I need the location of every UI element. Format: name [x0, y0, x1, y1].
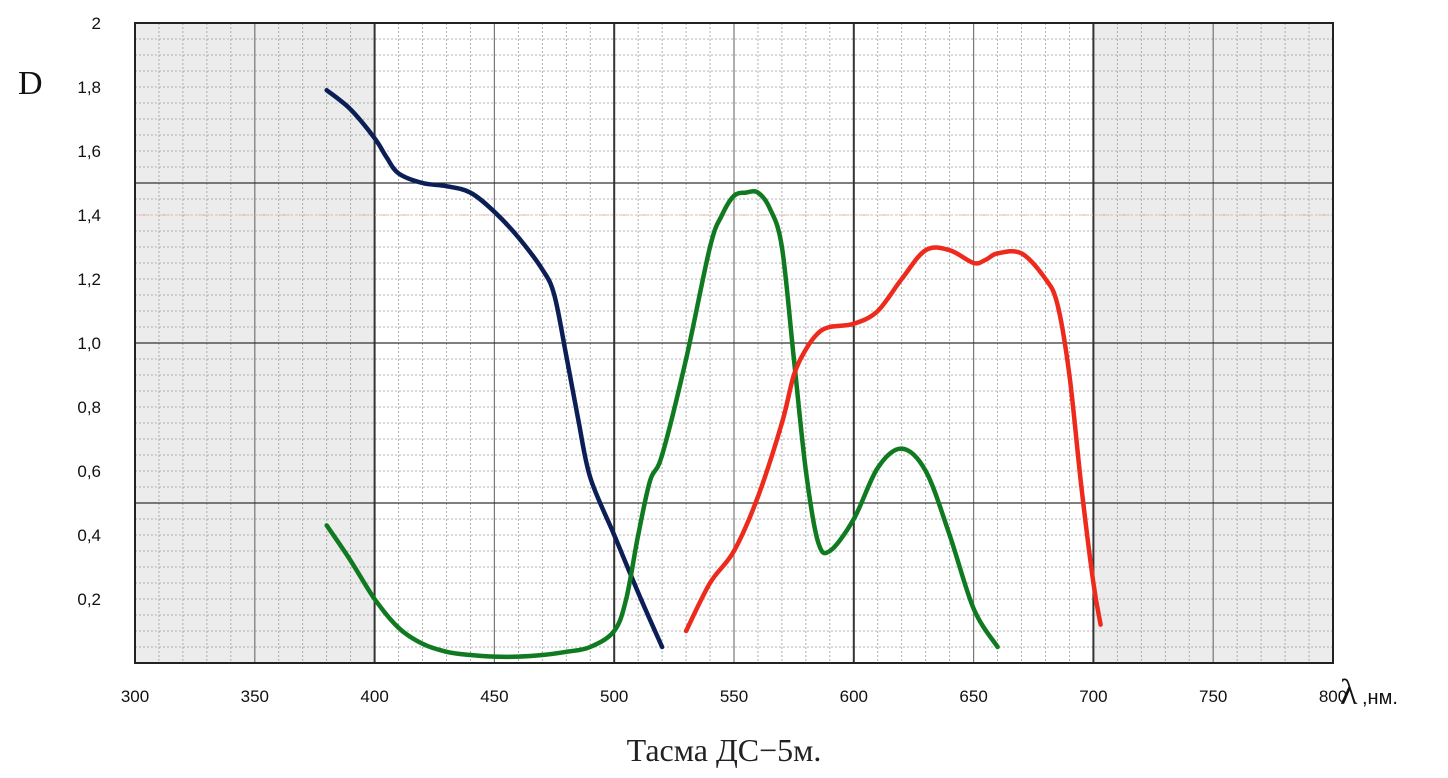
y-tick-label: 2: [92, 14, 101, 33]
x-axis-label-symbol: λ: [1340, 672, 1358, 712]
y-axis-ticks: 0,2 0,4 0,6 0,8 1,0 1,2 1,4 1,6 1,8 2: [77, 14, 101, 609]
x-tick-label: 450: [480, 687, 508, 706]
x-tick-label: 350: [241, 687, 269, 706]
green-density-curve: [324, 189, 1000, 660]
red-density-curve: [683, 245, 1103, 634]
x-tick-label: 800: [1319, 687, 1347, 706]
x-tick-label: 550: [720, 687, 748, 706]
x-tick-label: 700: [1079, 687, 1107, 706]
x-tick-label: 600: [840, 687, 868, 706]
y-tick-label: 0,2: [77, 590, 101, 609]
x-tick-label: 500: [600, 687, 628, 706]
y-tick-label: 1,8: [77, 78, 101, 97]
y-axis-label: D: [18, 65, 43, 102]
x-tick-label: 400: [360, 687, 388, 706]
blue-density-curve: [324, 87, 665, 650]
x-axis-ticks: 300 350 400 450 500 550 600 650 700 750 800: [121, 687, 1347, 706]
y-tick-label: 1,4: [77, 206, 101, 225]
plot-frame: [134, 22, 1334, 664]
y-tick-label: 1,6: [77, 142, 101, 161]
x-tick-label: 650: [959, 687, 987, 706]
y-tick-label: 0,4: [77, 526, 101, 545]
chart-caption: Тасма ДС−5м.: [626, 732, 822, 768]
series-layer: [324, 87, 1103, 660]
y-tick-label: 1,0: [77, 334, 101, 353]
y-tick-label: 0,6: [77, 462, 101, 481]
x-axis-label-unit: ,нм.: [1362, 687, 1398, 709]
y-tick-label: 1,2: [77, 270, 101, 289]
y-tick-label: 0,8: [77, 398, 101, 417]
x-tick-label: 750: [1199, 687, 1227, 706]
x-tick-label: 300: [121, 687, 149, 706]
